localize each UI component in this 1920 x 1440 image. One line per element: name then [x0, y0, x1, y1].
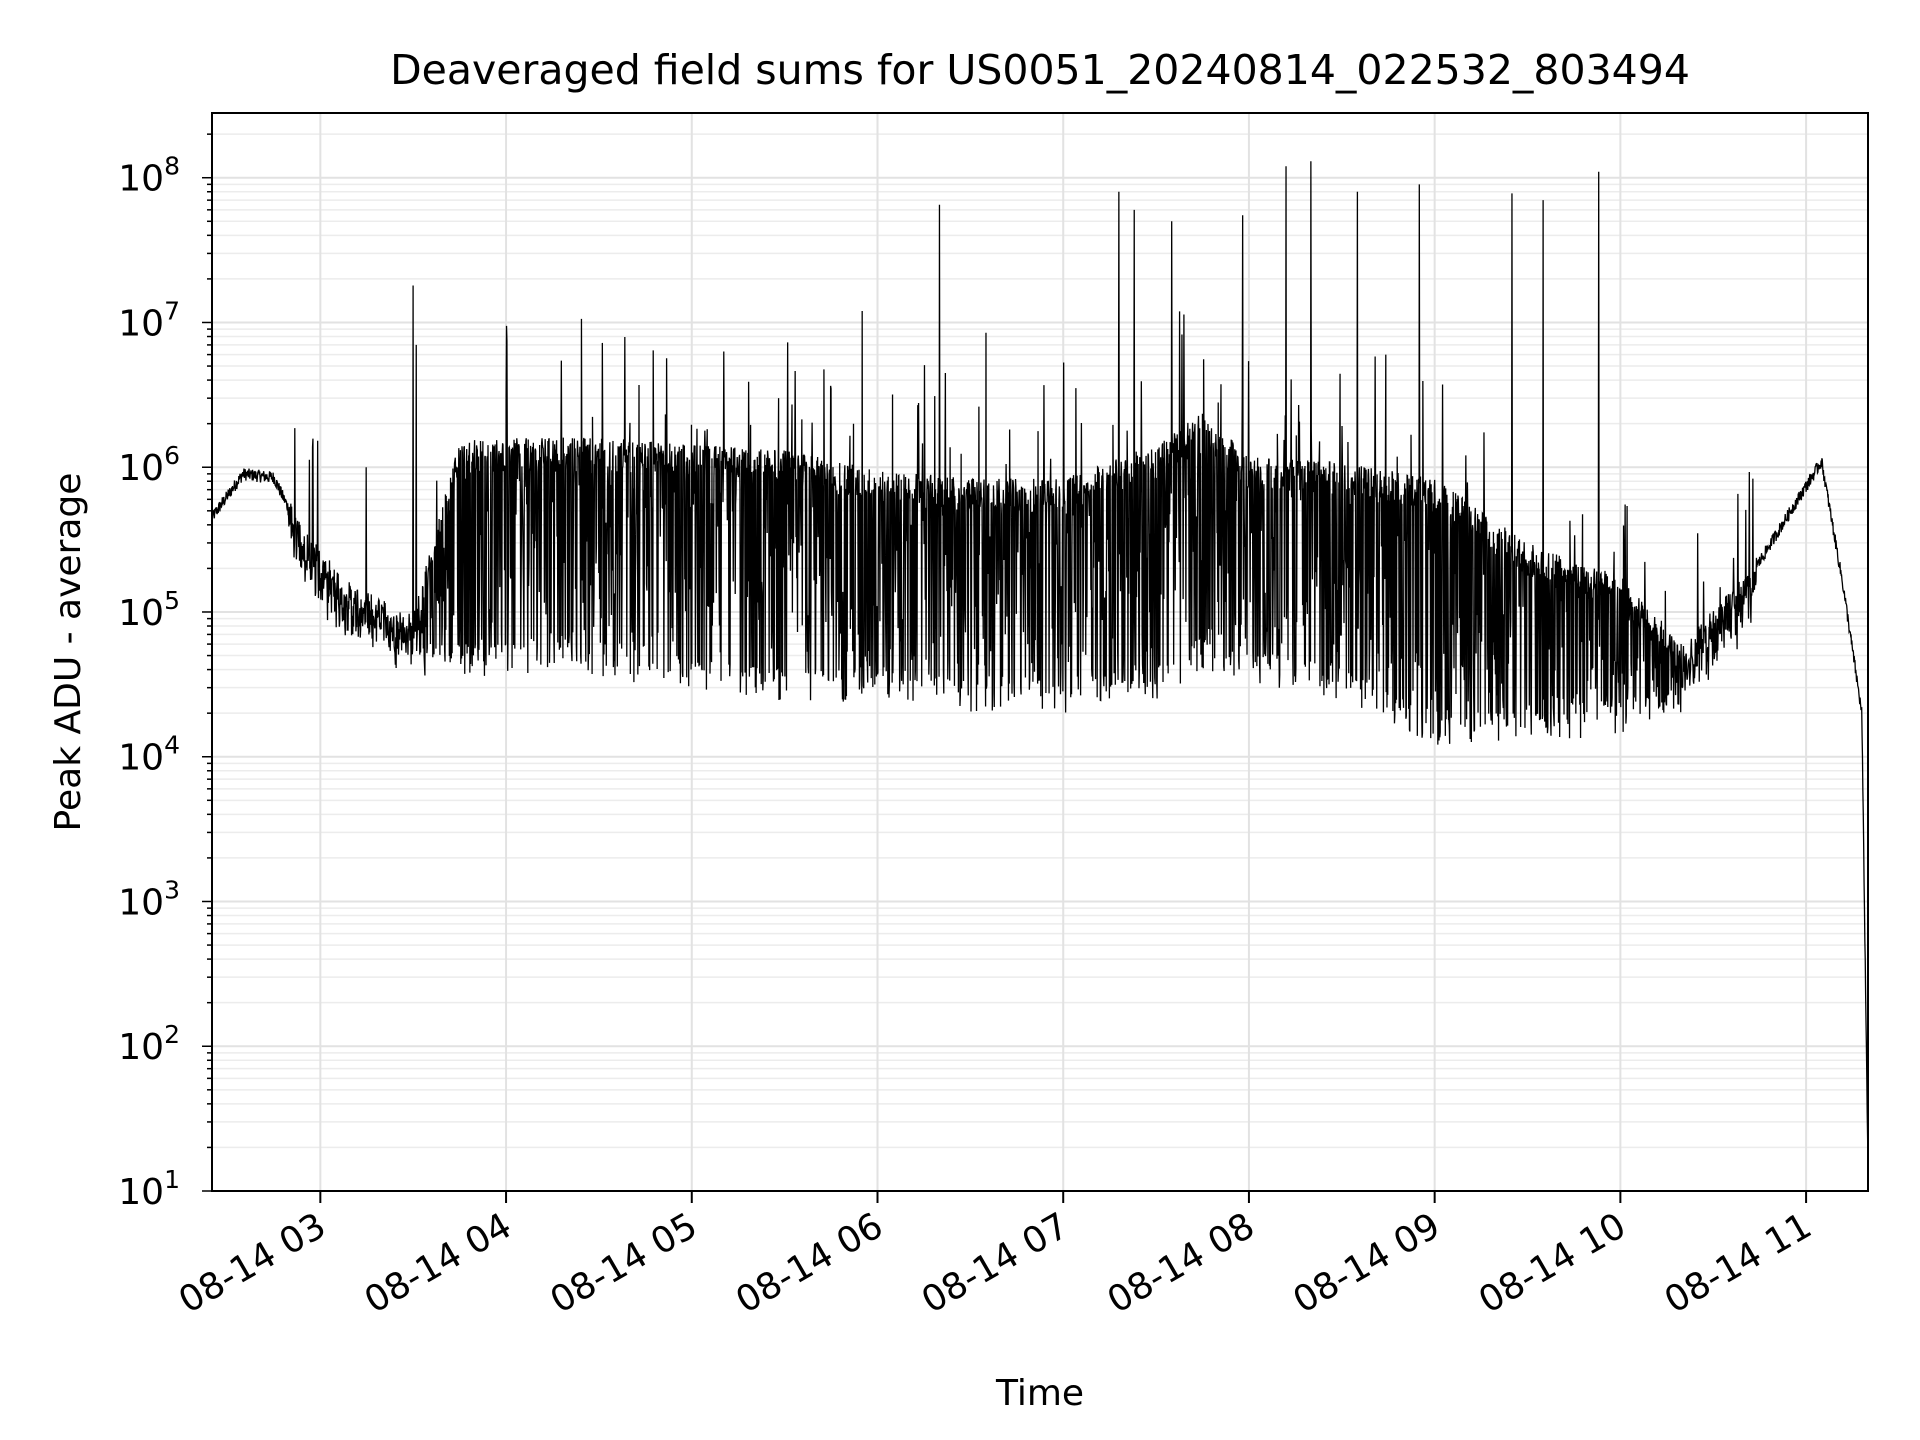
y-tick-label-exponent: 4	[164, 731, 180, 760]
y-tick-label-base: 10	[118, 593, 164, 634]
chart-title: Deaveraged field sums for US0051_2024081…	[390, 46, 1690, 94]
series-group	[211, 161, 1869, 1167]
y-tick-label-exponent: 8	[164, 152, 180, 181]
y-tick-label-base: 10	[118, 448, 164, 489]
y-tick-label-base: 10	[118, 882, 164, 923]
x-axis-label: Time	[995, 1373, 1084, 1414]
y-tick-label-base: 10	[118, 303, 164, 344]
y-axis-label: Peak ADU - average	[48, 473, 89, 832]
y-tick-label: 102	[118, 1020, 180, 1068]
y-tick-label: 105	[118, 586, 180, 634]
y-tick-label: 104	[118, 731, 180, 779]
y-tick-label-exponent: 2	[164, 1020, 180, 1049]
y-tick-label-base: 10	[118, 1172, 164, 1213]
y-tick-label: 103	[118, 875, 180, 923]
y-tick-label: 107	[118, 296, 180, 344]
y-tick-label-base: 10	[118, 1027, 164, 1068]
y-tick-label-exponent: 3	[164, 875, 180, 904]
y-tick-label: 108	[118, 152, 180, 200]
y-tick-label-exponent: 7	[164, 296, 180, 325]
y-tick-label-exponent: 6	[164, 441, 180, 470]
y-tick-label-base: 10	[118, 738, 164, 779]
y-tick-label: 106	[118, 441, 180, 489]
y-tick-label-exponent: 5	[164, 586, 180, 615]
axes-frame	[211, 112, 1869, 1192]
y-tick-label-base: 10	[118, 159, 164, 200]
y-tick-label-exponent: 1	[164, 1165, 180, 1194]
data-series-line	[211, 161, 1869, 1167]
y-tick-label: 101	[118, 1165, 180, 1213]
